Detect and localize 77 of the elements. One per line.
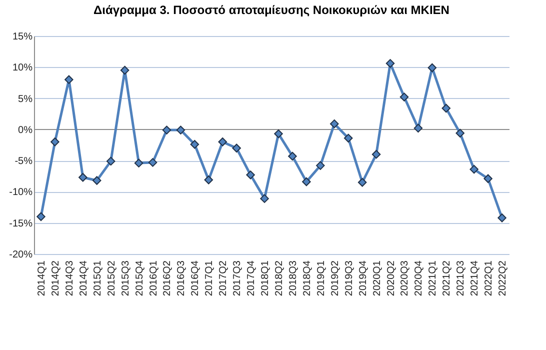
point [470, 164, 478, 174]
x-tick-label: 2021Q1 [428, 260, 439, 296]
x-tick-label: 2018Q4 [302, 260, 313, 296]
point [120, 66, 130, 75]
y-tick-label: 5% [18, 94, 33, 105]
x-tick-label: 2020Q4 [414, 260, 425, 296]
x-tick-label: 2017Q1 [204, 260, 216, 296]
point [92, 176, 102, 185]
x-tick-label: 2018Q3 [288, 260, 299, 296]
x-tick-label: 2014Q2 [50, 260, 62, 296]
point [64, 75, 74, 84]
x-tick-label: 2022Q2 [498, 260, 509, 296]
x-tick-label: 2020Q3 [400, 260, 411, 296]
y-tick-label: -5% [14, 156, 33, 168]
x-tick-label: 2019Q1 [316, 260, 327, 296]
y-tick-label: -20% [9, 250, 33, 260]
point [204, 176, 214, 184]
x-tick-label: 2016Q2 [162, 260, 174, 296]
point [190, 140, 200, 149]
x-tick-label: 2016Q3 [176, 260, 188, 296]
x-tick-label: 2019Q4 [358, 260, 369, 296]
point [372, 150, 381, 159]
y-tick-label: 0% [18, 124, 33, 136]
point [176, 126, 186, 134]
point [36, 212, 46, 221]
point [218, 138, 227, 146]
y-tick-label: -10% [9, 187, 33, 198]
point [316, 161, 325, 170]
point [456, 128, 464, 138]
point [50, 138, 60, 146]
point [288, 152, 297, 161]
point [330, 119, 339, 128]
x-tick-label: 2020Q1 [372, 260, 383, 296]
x-tick-label: 2017Q3 [232, 260, 244, 296]
x-tick-label: 2016Q1 [148, 260, 160, 296]
point [148, 158, 158, 167]
x-tick-label: 2021Q3 [456, 260, 467, 296]
point [274, 129, 283, 138]
point [232, 144, 241, 152]
x-tick-label: 2018Q1 [260, 260, 272, 296]
point [162, 126, 172, 134]
point [498, 214, 506, 222]
point [400, 92, 409, 102]
point [442, 104, 451, 113]
point [78, 173, 88, 182]
point [358, 178, 367, 187]
chart-title: Διάγραμμα 3. Ποσοστό αποταμίευσης Νοικοκυριών και ΜΚΙΕΝ [94, 3, 450, 17]
x-tick-label: 2017Q2 [218, 260, 230, 296]
y-tick-label: 15% [12, 32, 33, 42]
x-tick-label: 2014Q1 [36, 260, 48, 296]
x-tick-label: 2022Q1 [484, 260, 495, 296]
point [344, 134, 353, 143]
x-tick-label: 2021Q4 [470, 260, 481, 296]
point [106, 156, 116, 166]
point [302, 177, 311, 186]
point [134, 158, 144, 168]
point [260, 194, 269, 203]
point [386, 59, 395, 68]
point [246, 170, 255, 180]
point [414, 124, 423, 133]
point [428, 63, 437, 72]
x-tick-label: 2018Q2 [274, 260, 285, 296]
x-tick-label: 2020Q2 [386, 260, 397, 296]
x-tick-label: 2019Q2 [330, 260, 341, 296]
y-tick-label: 10% [12, 62, 33, 74]
x-tick-label: 2015Q4 [134, 260, 146, 296]
x-tick-label: 2015Q2 [106, 260, 118, 296]
x-tick-label: 2017Q4 [246, 260, 258, 296]
y-tick-label: -15% [9, 218, 33, 230]
x-tick-label: 2019Q3 [344, 260, 355, 296]
x-tick-label: 2014Q4 [78, 260, 90, 296]
x-tick-label: 2015Q3 [120, 260, 132, 296]
x-tick-label: 2021Q2 [442, 260, 453, 296]
x-tick-label: 2015Q1 [92, 260, 104, 296]
point [484, 174, 492, 184]
x-tick-label: 2014Q3 [64, 260, 76, 296]
x-tick-label: 2016Q4 [190, 260, 202, 296]
